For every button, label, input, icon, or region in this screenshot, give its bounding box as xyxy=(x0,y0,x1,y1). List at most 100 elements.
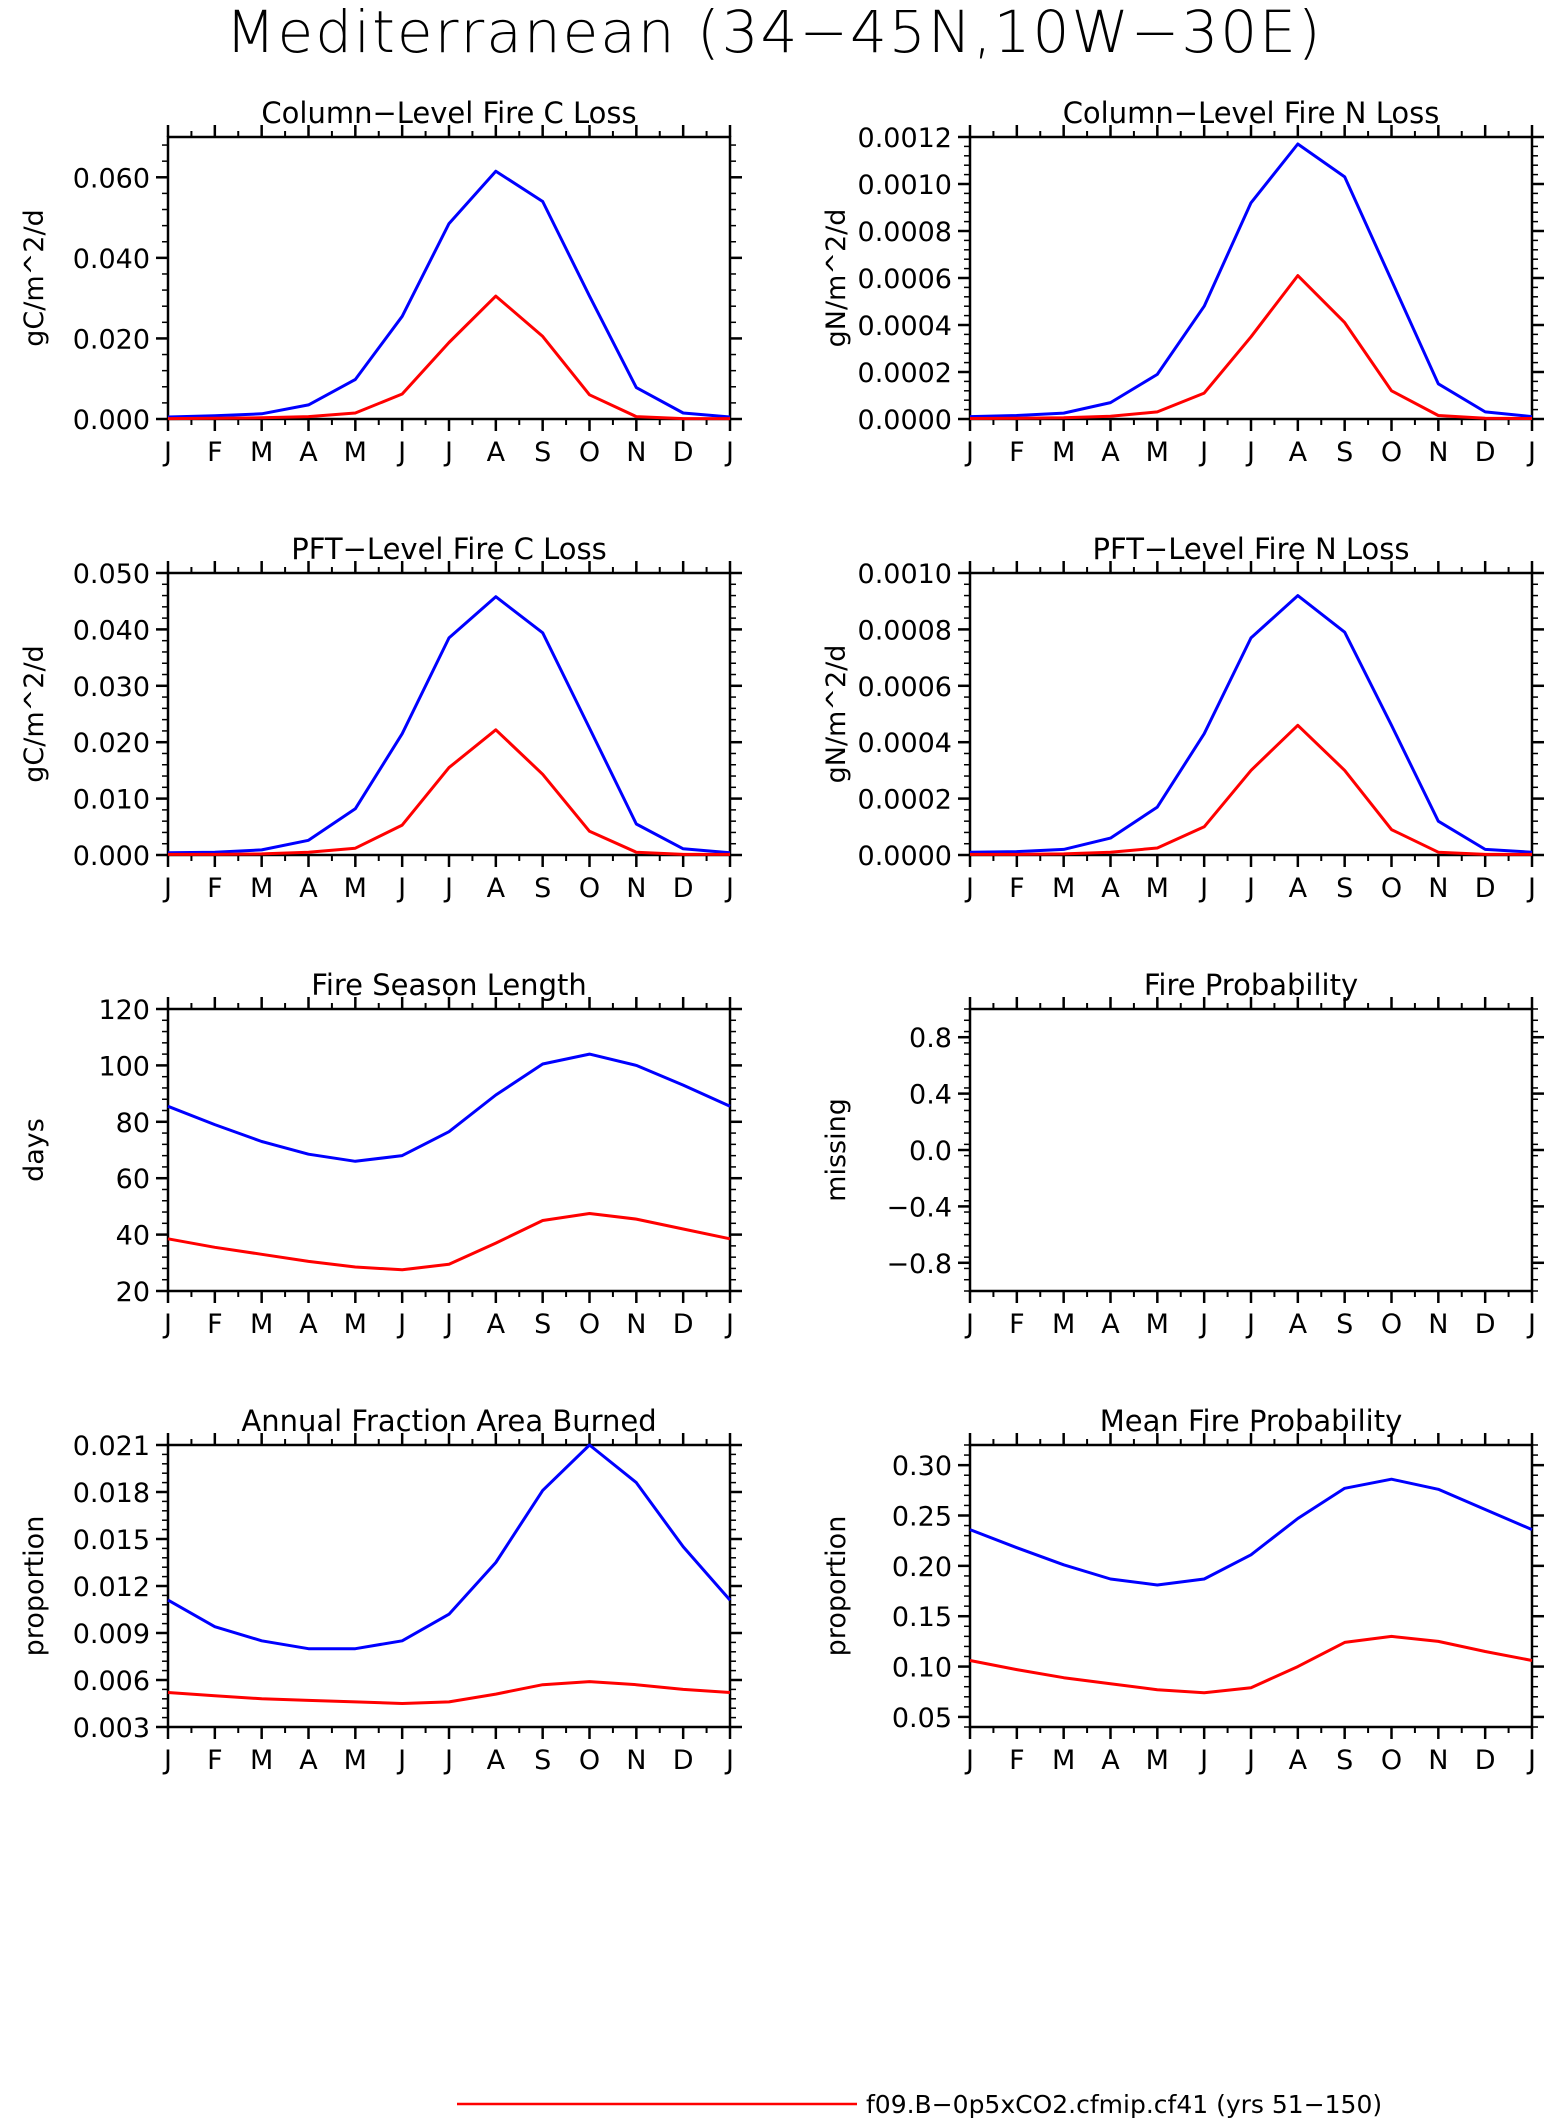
y-tick-label: 0.0002 xyxy=(858,358,952,389)
y-tick-label: 0.0000 xyxy=(858,841,952,872)
y-tick-label: 80 xyxy=(116,1108,150,1139)
x-tick-label: N xyxy=(626,1745,646,1776)
y-tick-label: 0.012 xyxy=(73,1572,150,1603)
chart-title: Annual Fraction Area Burned xyxy=(241,1404,656,1438)
x-tick-label: M xyxy=(1052,1309,1075,1340)
plot-frame xyxy=(968,571,1534,857)
x-tick-label: D xyxy=(1475,1745,1496,1776)
x-tick-label: A xyxy=(1101,1309,1120,1340)
series-line-2 xyxy=(167,1680,731,1705)
x-tick-label: A xyxy=(1289,1745,1308,1776)
series-line-2 xyxy=(969,1634,1533,1695)
x-tick-label: M xyxy=(1052,437,1075,468)
series-line-1 xyxy=(167,595,731,855)
x-tick-label: N xyxy=(626,873,646,904)
x-tick-label: J xyxy=(1526,1309,1536,1340)
x-tick-label: J xyxy=(724,437,734,468)
y-tick-label: 0.030 xyxy=(73,672,150,703)
x-tick-label: J xyxy=(1198,873,1208,904)
y-axis-label: days xyxy=(19,1118,50,1182)
y-tick-label: 120 xyxy=(98,995,150,1026)
x-tick-label: J xyxy=(1245,1745,1255,1776)
x-tick-label: O xyxy=(579,1745,600,1776)
x-tick-label: S xyxy=(1336,1745,1353,1776)
x-tick-label: J xyxy=(724,873,734,904)
x-tick-label: A xyxy=(487,437,506,468)
x-tick-label: A xyxy=(1101,873,1120,904)
x-tick-label: A xyxy=(299,1745,318,1776)
x-tick-label: A xyxy=(299,873,318,904)
y-tick-label: 0.0006 xyxy=(858,264,952,295)
plot-frame xyxy=(166,1007,732,1293)
x-tick-label: J xyxy=(964,873,974,904)
x-tick-label: D xyxy=(673,437,694,468)
y-tick-label: 0.25 xyxy=(892,1502,952,1533)
series-line-2 xyxy=(970,723,1532,856)
y-tick-label: 100 xyxy=(98,1051,150,1082)
y-tick-label: 0.30 xyxy=(892,1451,952,1482)
x-tick-label: M xyxy=(250,437,273,468)
y-tick-label: 0.0012 xyxy=(858,123,952,154)
y-tick-label: −0.4 xyxy=(886,1192,952,1223)
y-tick-label: 0.040 xyxy=(73,244,150,275)
plot-frame xyxy=(166,135,732,421)
x-tick-label: J xyxy=(396,873,406,904)
x-tick-label: M xyxy=(344,437,367,468)
y-tick-label: 0.050 xyxy=(73,559,150,590)
chart-panel-1: J F M A M J J A S O N D J0.0000.0200.0400.060Column−… xyxy=(19,96,742,468)
x-tick-label: J xyxy=(1198,1745,1208,1776)
y-axis-label: gN/m^2/d xyxy=(821,209,852,348)
series-line-2 xyxy=(167,294,730,421)
x-tick-label: S xyxy=(1336,1309,1353,1340)
x-tick-label: S xyxy=(1336,437,1353,468)
y-tick-label: 0.0008 xyxy=(858,217,952,248)
x-tick-label: J xyxy=(1245,1309,1255,1340)
x-tick-label: M xyxy=(344,1309,367,1340)
x-tick-label: A xyxy=(1289,1309,1308,1340)
x-tick-label: N xyxy=(1428,1309,1448,1340)
y-tick-label: 0.0000 xyxy=(858,405,952,436)
y-tick-label: 0.021 xyxy=(73,1431,150,1462)
series-line-1 xyxy=(969,1477,1533,1587)
x-tick-label: J xyxy=(724,1309,734,1340)
x-tick-label: J xyxy=(964,437,974,468)
x-tick-label: J xyxy=(724,1745,734,1776)
x-tick-label: S xyxy=(1336,873,1353,904)
chart-panel-3: J F M A M J J A S O N D J0.0000.0100.0200.0300.0400.… xyxy=(19,532,742,904)
y-tick-label: 0.010 xyxy=(73,785,150,816)
y-tick-label: 0.000 xyxy=(73,405,150,436)
y-tick-label: 20 xyxy=(116,1277,150,1308)
x-tick-label: F xyxy=(207,873,223,904)
y-axis-label: gN/m^2/d xyxy=(821,645,852,784)
plot-frame xyxy=(968,1007,1534,1293)
y-tick-label: 0.060 xyxy=(73,163,150,194)
y-axis-label: proportion xyxy=(19,1516,50,1657)
x-tick-label: S xyxy=(534,1309,551,1340)
x-tick-label: N xyxy=(626,1309,646,1340)
x-tick-label: S xyxy=(534,873,551,904)
x-tick-label: S xyxy=(534,437,551,468)
x-tick-label: F xyxy=(207,437,223,468)
x-tick-label: J xyxy=(443,437,453,468)
y-axis-label: gC/m^2/d xyxy=(19,645,50,782)
legend: f09.B−0p5xCO2.cfmip.cf41 (yrs 51−150) xyxy=(457,2090,1382,2119)
y-tick-label: 40 xyxy=(116,1221,150,1252)
x-tick-label: M xyxy=(1146,1309,1169,1340)
x-tick-label: M xyxy=(1052,873,1075,904)
x-tick-label: M xyxy=(344,873,367,904)
chart-title: Mean Fire Probability xyxy=(1100,1404,1403,1438)
x-tick-label: M xyxy=(344,1745,367,1776)
y-tick-label: 0.006 xyxy=(73,1666,150,1697)
chart-panels: J F M A M J J A S O N D J0.0000.0200.0400.060Column−… xyxy=(19,96,1544,1776)
x-tick-label: D xyxy=(673,1745,694,1776)
chart-panel-4: J F M A M J J A S O N D J0.00000.00020.00040.00060.0… xyxy=(821,532,1544,904)
x-tick-label: A xyxy=(1101,1745,1120,1776)
y-tick-label: 0.020 xyxy=(73,324,150,355)
figure-title: Mediterranean (34−45N,10W−30E) xyxy=(226,0,1323,66)
y-tick-label: 0.15 xyxy=(892,1602,952,1633)
x-tick-label: J xyxy=(162,1309,172,1340)
x-tick-label: J xyxy=(396,1745,406,1776)
x-tick-label: J xyxy=(1245,437,1255,468)
x-tick-label: D xyxy=(673,873,694,904)
